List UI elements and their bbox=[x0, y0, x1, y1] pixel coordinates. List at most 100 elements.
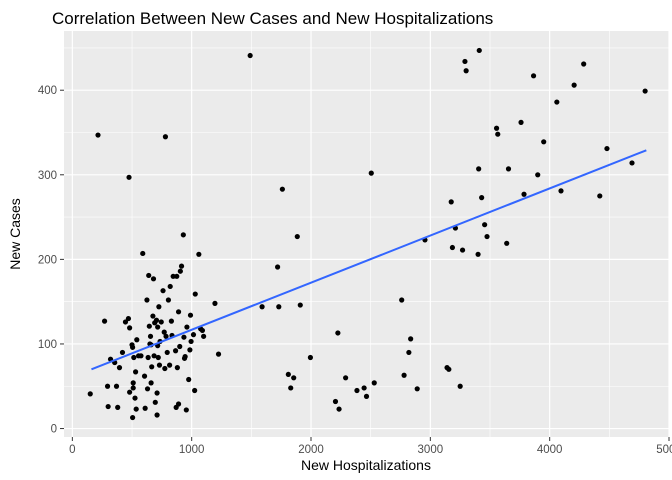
data-point bbox=[274, 264, 281, 270]
data-point bbox=[132, 369, 139, 375]
data-point bbox=[192, 291, 198, 297]
data-point bbox=[104, 383, 111, 389]
data-point bbox=[479, 195, 485, 201]
data-point bbox=[144, 297, 150, 303]
y-tick-label: 0 bbox=[51, 424, 57, 436]
data-point bbox=[371, 380, 377, 386]
data-point bbox=[181, 334, 187, 340]
data-point bbox=[155, 324, 161, 330]
data-points bbox=[87, 47, 648, 421]
data-point bbox=[521, 191, 527, 197]
data-point bbox=[406, 349, 412, 356]
data-point bbox=[130, 344, 136, 350]
data-point bbox=[148, 380, 154, 386]
data-point bbox=[484, 233, 490, 240]
data-point bbox=[175, 401, 182, 407]
data-point bbox=[581, 61, 587, 67]
data-point bbox=[571, 82, 577, 88]
data-point bbox=[332, 398, 339, 405]
data-point bbox=[518, 119, 524, 125]
x-tick-label: 1000 bbox=[179, 444, 205, 456]
data-point bbox=[162, 134, 169, 140]
data-point bbox=[160, 288, 166, 294]
data-point bbox=[196, 251, 202, 257]
data-point bbox=[149, 364, 155, 370]
x-tick-label: 4000 bbox=[537, 444, 563, 456]
data-point bbox=[201, 333, 207, 339]
data-point bbox=[105, 403, 111, 410]
grid-lines bbox=[64, 31, 670, 437]
data-point bbox=[152, 399, 158, 405]
data-point bbox=[401, 372, 407, 378]
data-point bbox=[259, 304, 265, 310]
data-point bbox=[164, 349, 170, 356]
data-point bbox=[95, 132, 101, 138]
y-tick-label: 300 bbox=[38, 170, 57, 182]
data-point bbox=[165, 297, 172, 303]
data-point bbox=[146, 272, 152, 279]
data-point bbox=[116, 365, 123, 371]
data-point bbox=[288, 385, 294, 391]
data-point bbox=[177, 343, 183, 350]
data-point bbox=[155, 354, 161, 361]
x-tick-label: 0 bbox=[69, 444, 75, 456]
data-point bbox=[459, 247, 466, 253]
data-point bbox=[604, 145, 610, 152]
data-point bbox=[177, 268, 183, 274]
data-point bbox=[180, 232, 186, 238]
data-point bbox=[199, 327, 206, 334]
data-point bbox=[476, 166, 482, 172]
data-point bbox=[167, 283, 173, 290]
data-point bbox=[126, 174, 132, 180]
data-point bbox=[144, 386, 151, 392]
data-point bbox=[142, 405, 148, 411]
data-point bbox=[167, 362, 173, 368]
data-point bbox=[130, 414, 136, 421]
data-point bbox=[446, 366, 452, 372]
data-point bbox=[414, 386, 420, 392]
data-point bbox=[368, 170, 374, 176]
y-tick-label: 400 bbox=[38, 85, 57, 97]
x-tick-label: 3000 bbox=[418, 444, 444, 456]
data-point bbox=[343, 375, 349, 381]
data-point bbox=[153, 317, 160, 323]
chart-title: Correlation Between New Cases and New Ho… bbox=[52, 9, 493, 28]
data-point bbox=[291, 375, 297, 381]
data-point bbox=[162, 365, 168, 372]
data-point bbox=[187, 312, 194, 318]
data-point bbox=[178, 263, 185, 269]
data-point bbox=[127, 389, 133, 395]
data-point bbox=[307, 354, 314, 361]
data-point bbox=[448, 199, 454, 205]
data-point bbox=[541, 139, 547, 145]
data-point bbox=[361, 385, 367, 391]
data-point bbox=[150, 313, 156, 319]
data-point bbox=[558, 188, 564, 194]
data-point bbox=[530, 73, 537, 79]
trend-line bbox=[91, 149, 647, 371]
data-point bbox=[172, 348, 179, 354]
data-point bbox=[125, 315, 132, 322]
data-point bbox=[279, 186, 285, 192]
data-point bbox=[276, 304, 282, 310]
data-point bbox=[113, 383, 120, 389]
data-point bbox=[146, 323, 152, 329]
data-point bbox=[141, 373, 148, 379]
data-point bbox=[150, 276, 157, 282]
data-point bbox=[505, 166, 512, 172]
data-point bbox=[192, 387, 198, 394]
data-point bbox=[297, 302, 303, 308]
data-point bbox=[462, 58, 468, 65]
data-point bbox=[158, 319, 164, 325]
x-axis-title: New Hospitalizations bbox=[301, 457, 431, 473]
data-point bbox=[154, 412, 160, 418]
data-point bbox=[504, 240, 510, 246]
data-point bbox=[212, 300, 218, 306]
x-tick-label: 2000 bbox=[298, 444, 324, 456]
data-point bbox=[175, 309, 182, 315]
data-point bbox=[182, 354, 188, 360]
data-point bbox=[463, 68, 469, 74]
data-point bbox=[554, 99, 560, 105]
data-point bbox=[482, 222, 488, 228]
